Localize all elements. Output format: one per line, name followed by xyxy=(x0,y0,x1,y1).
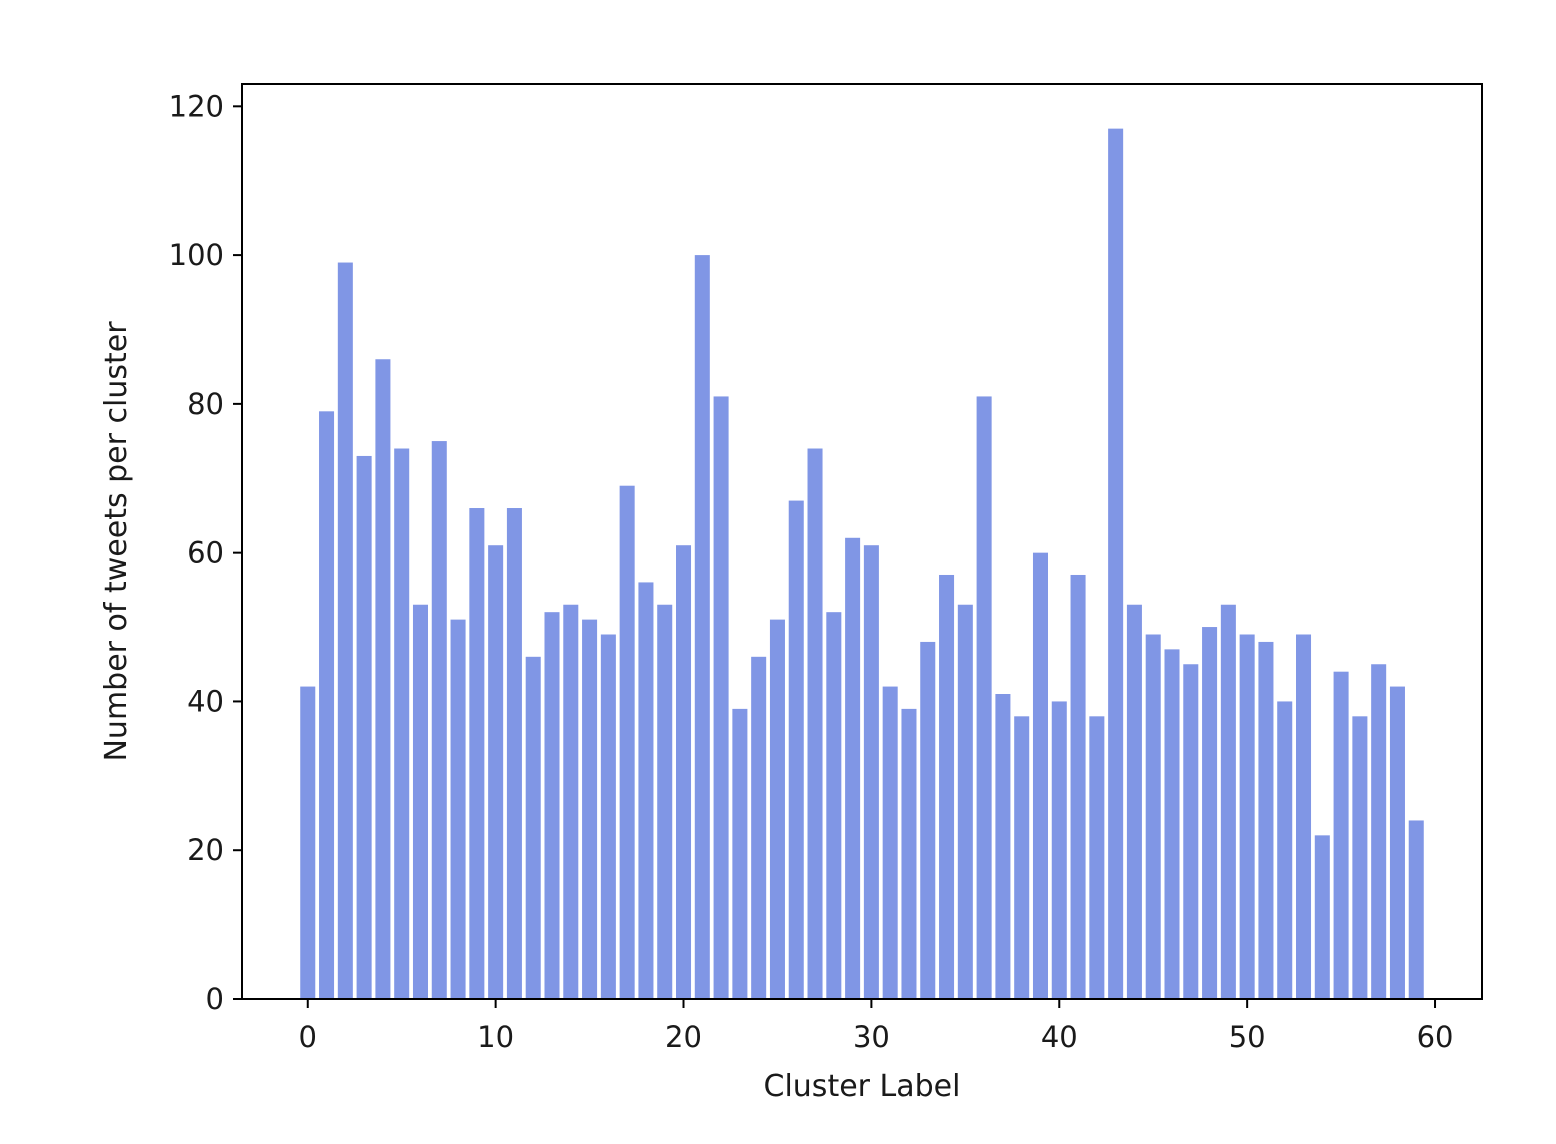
bar-cluster-15 xyxy=(582,619,598,999)
bar-cluster-21 xyxy=(694,255,710,1000)
bar-cluster-19 xyxy=(657,604,673,999)
bar-cluster-11 xyxy=(506,508,522,999)
bar-cluster-13 xyxy=(544,612,560,999)
bar-cluster-28 xyxy=(826,612,842,999)
y-axis-ticks: 0 20 40 60 80 100 120 xyxy=(169,89,242,1016)
bar-cluster-40 xyxy=(1051,701,1067,999)
bar-cluster-30 xyxy=(863,545,879,999)
bar-cluster-56 xyxy=(1352,716,1368,999)
x-tick-label: 40 xyxy=(1041,1020,1078,1054)
y-axis-label: Number of tweets per cluster xyxy=(99,321,134,762)
x-tick-label: 20 xyxy=(665,1020,702,1054)
y-tick-label: 0 xyxy=(206,982,224,1016)
bar-cluster-2 xyxy=(337,262,353,999)
bar-cluster-8 xyxy=(450,619,466,999)
bars-group xyxy=(300,128,1424,1000)
bar-cluster-10 xyxy=(488,545,504,999)
x-axis-ticks: 0 10 20 30 40 50 60 xyxy=(299,999,1454,1054)
bar-cluster-31 xyxy=(882,686,898,999)
bar-cluster-57 xyxy=(1371,664,1387,999)
x-tick-label: 30 xyxy=(853,1020,890,1054)
bar-cluster-29 xyxy=(845,537,861,999)
bar-cluster-35 xyxy=(957,604,973,999)
bar-cluster-23 xyxy=(732,708,748,999)
bar-cluster-26 xyxy=(788,500,804,999)
bar-cluster-44 xyxy=(1126,604,1142,999)
bar-cluster-0 xyxy=(300,686,316,999)
bar-cluster-5 xyxy=(394,448,410,999)
bar-cluster-46 xyxy=(1164,649,1180,999)
bar-cluster-45 xyxy=(1145,634,1161,999)
bar-cluster-32 xyxy=(901,708,917,999)
y-tick-label: 100 xyxy=(169,238,224,272)
bar-cluster-39 xyxy=(1032,552,1048,999)
bar-cluster-34 xyxy=(939,574,955,999)
axes-frame xyxy=(241,83,1483,1000)
bar-cluster-50 xyxy=(1239,634,1255,999)
bar-cluster-24 xyxy=(751,656,767,999)
y-tick-label: 40 xyxy=(187,684,224,718)
bar-cluster-4 xyxy=(375,359,391,999)
bar-cluster-37 xyxy=(995,694,1011,999)
bar-cluster-53 xyxy=(1296,634,1312,999)
bar-cluster-7 xyxy=(431,441,447,999)
y-tick-label: 20 xyxy=(187,833,224,867)
x-tick-label: 10 xyxy=(477,1020,514,1054)
bar-cluster-14 xyxy=(563,604,579,999)
bar-cluster-54 xyxy=(1314,835,1330,999)
bar-cluster-49 xyxy=(1220,604,1236,999)
bar-cluster-18 xyxy=(638,582,654,999)
bar-cluster-59 xyxy=(1408,820,1424,999)
y-tick-label: 60 xyxy=(187,536,224,570)
bar-cluster-43 xyxy=(1108,128,1124,999)
bar-cluster-6 xyxy=(412,604,428,999)
bar-cluster-1 xyxy=(319,411,335,999)
bar-cluster-27 xyxy=(807,448,823,999)
bar-cluster-17 xyxy=(619,485,635,1000)
x-tick-label: 50 xyxy=(1229,1020,1266,1054)
bar-cluster-48 xyxy=(1202,627,1218,999)
bar-cluster-33 xyxy=(920,641,936,999)
x-axis-label: Cluster Label xyxy=(764,1069,961,1104)
bar-cluster-51 xyxy=(1258,641,1274,999)
x-tick-label: 60 xyxy=(1417,1020,1454,1054)
bar-cluster-3 xyxy=(356,455,372,999)
y-tick-label: 80 xyxy=(187,387,224,421)
bar-cluster-20 xyxy=(676,545,692,999)
bar-cluster-41 xyxy=(1070,574,1086,999)
bar-cluster-22 xyxy=(713,396,729,999)
bar-cluster-42 xyxy=(1089,716,1105,999)
y-tick-label: 120 xyxy=(169,89,224,123)
bar-cluster-55 xyxy=(1333,671,1349,999)
bar-cluster-52 xyxy=(1277,701,1293,999)
bar-cluster-9 xyxy=(469,508,485,999)
x-tick-label: 0 xyxy=(299,1020,317,1054)
bar-cluster-58 xyxy=(1389,686,1405,999)
bar-cluster-47 xyxy=(1183,664,1199,999)
bar-cluster-12 xyxy=(525,656,541,999)
bar-cluster-38 xyxy=(1014,716,1030,999)
bar-cluster-36 xyxy=(976,396,992,999)
bar-cluster-25 xyxy=(769,619,785,999)
bar-cluster-16 xyxy=(600,634,616,999)
